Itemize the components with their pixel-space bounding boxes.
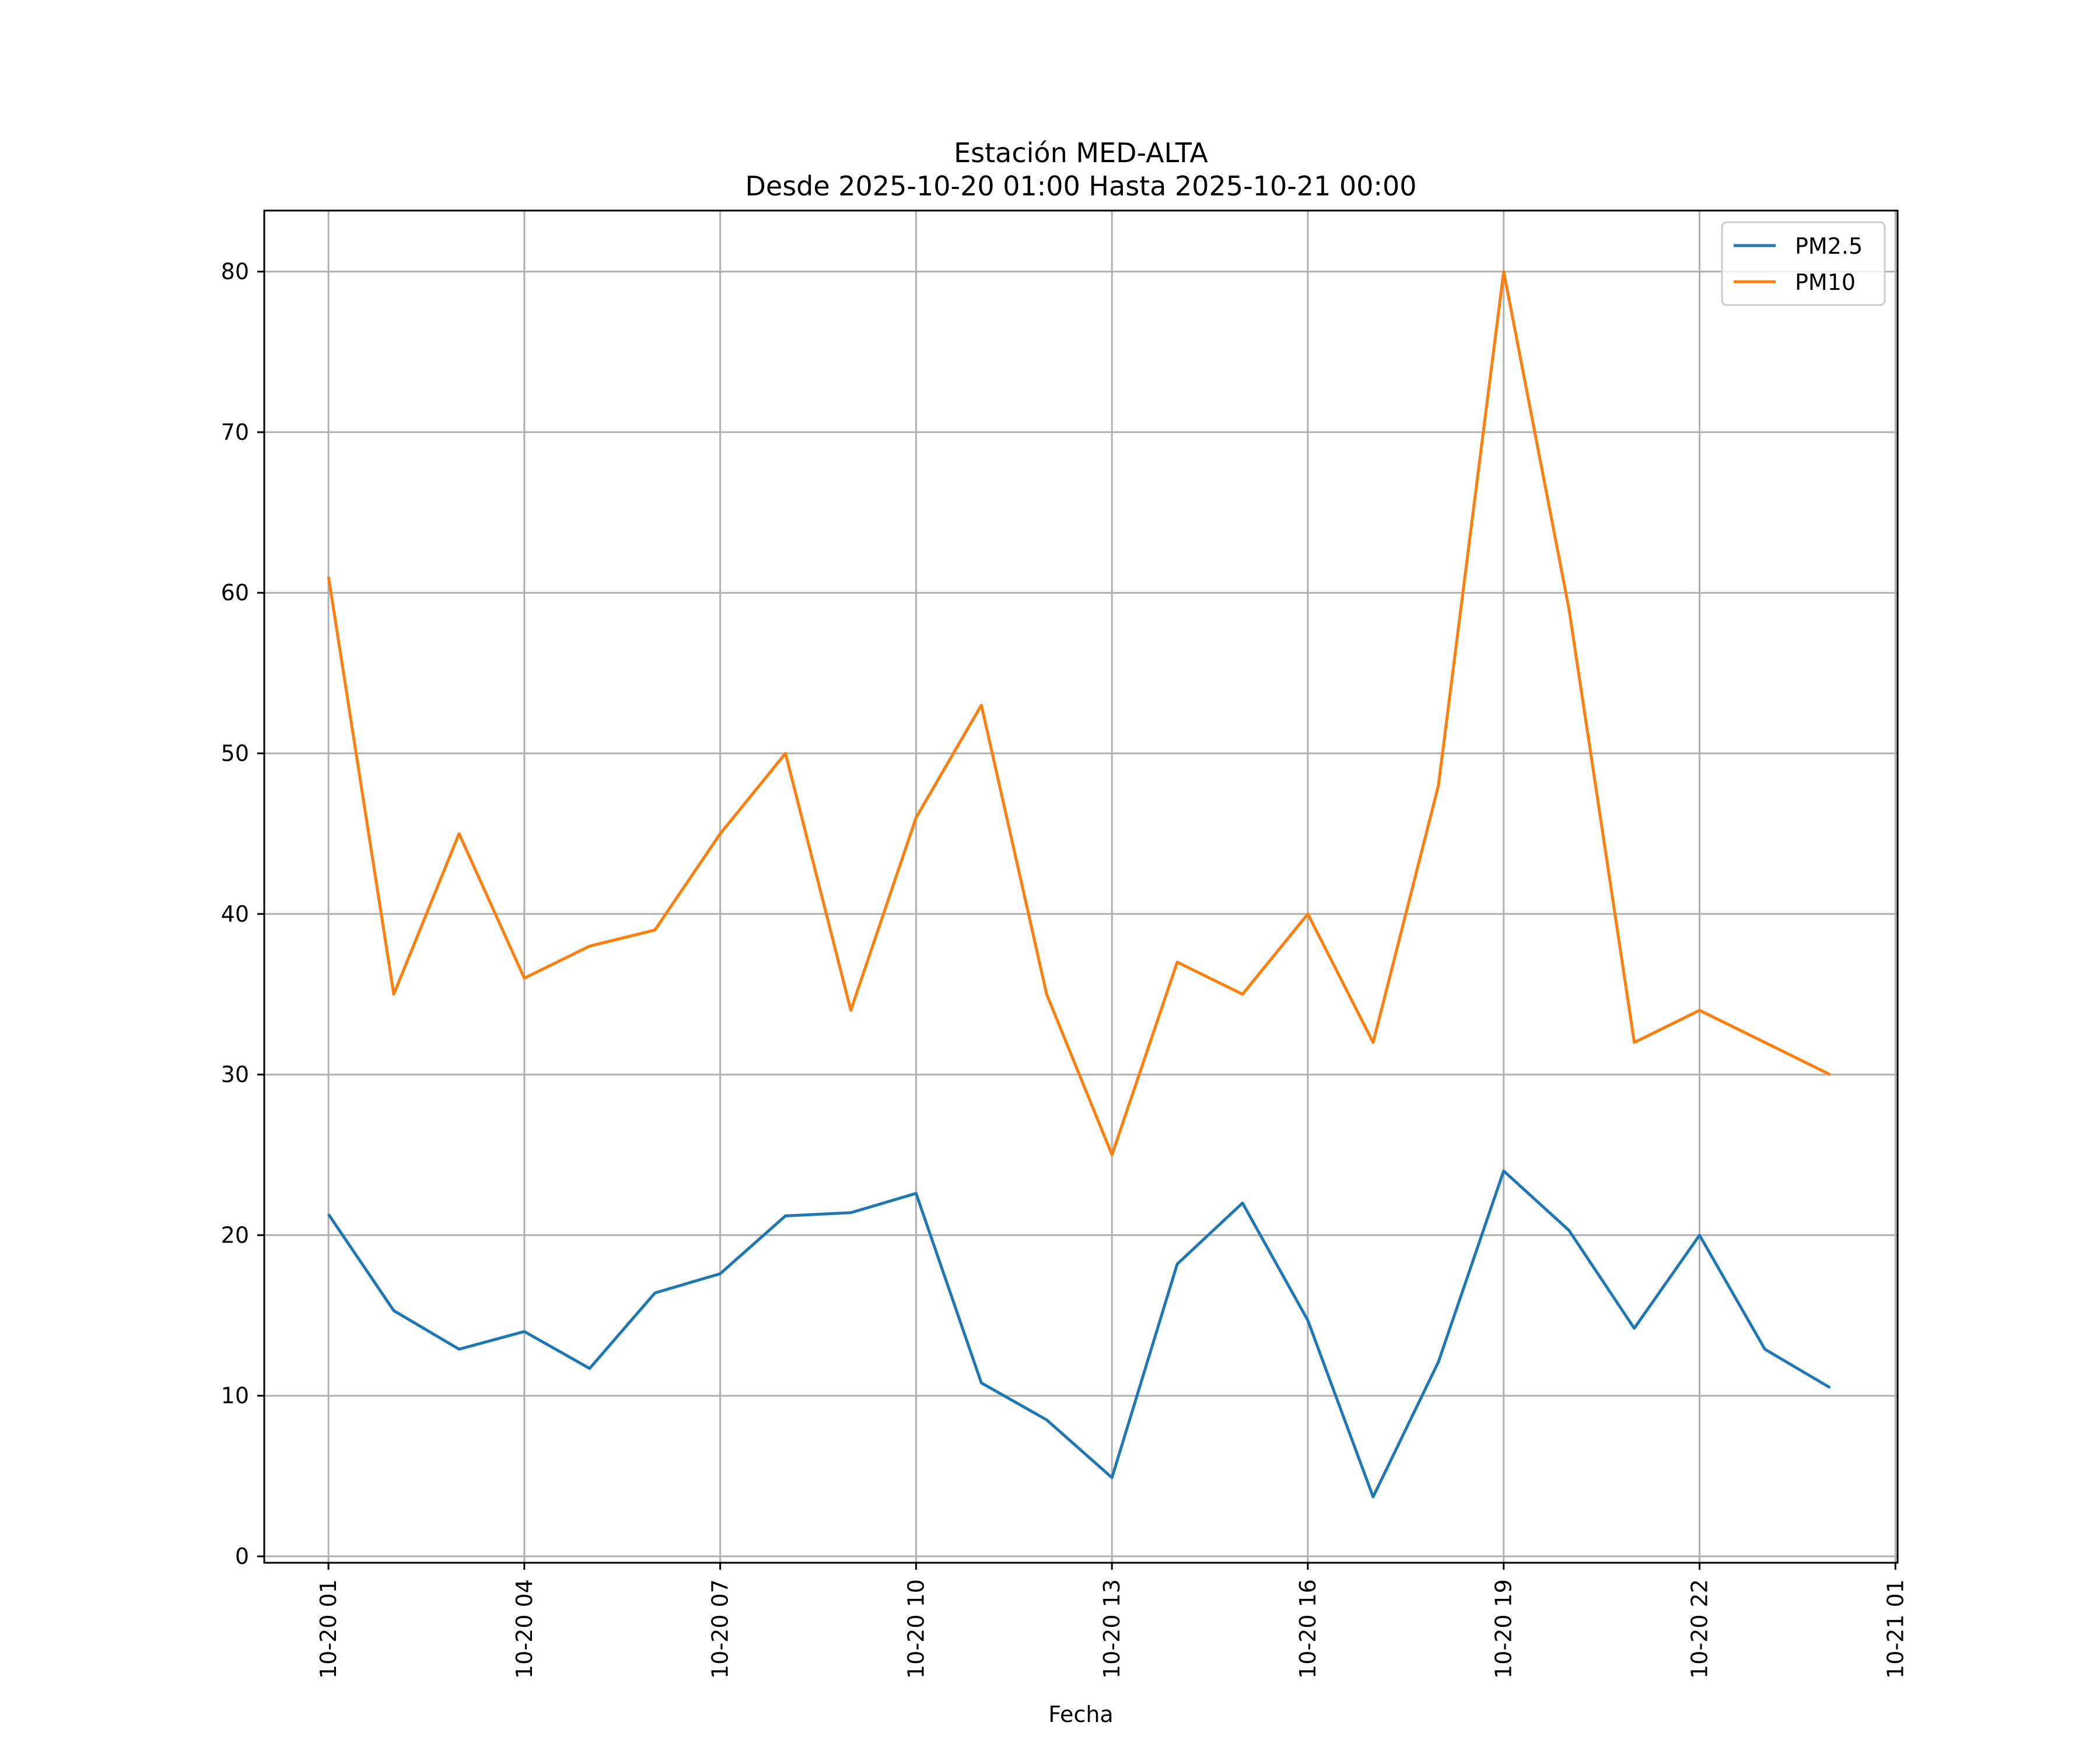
chart-subtitle: Desde 2025-10-20 01:00 Hasta 2025-10-21 … [745,170,1416,202]
x-tick-label: 10-20 16 [1295,1579,1321,1679]
y-axis-ticks: 0 10 20 30 40 50 60 70 80 [221,259,264,1569]
legend-label: PM10 [1795,270,1856,295]
y-tick-label: 60 [221,580,249,606]
y-tick-label: 20 [221,1222,249,1248]
plot-frame [263,209,1899,1564]
series-line-pm10 [327,270,1831,1157]
x-tick-label: 10-21 01 [1882,1579,1908,1679]
series-line-pm25 [327,1169,1831,1499]
y-tick-label: 80 [221,259,249,285]
x-tick-label: 10-20 19 [1491,1579,1517,1679]
y-tick-label: 0 [235,1544,249,1569]
y-tick-label: 50 [221,741,249,766]
legend-label: PM2.5 [1795,233,1863,259]
x-tick-label: 10-20 10 [903,1579,929,1679]
x-tick-label: 10-20 01 [316,1579,341,1679]
x-tick-label: 10-20 22 [1686,1579,1712,1679]
y-tick-label: 10 [221,1383,249,1409]
x-axis-label: Fecha [1048,1702,1113,1727]
series-lines [327,270,1831,1499]
chart-title: Estación MED-ALTA [954,137,1208,169]
grid-lines [264,211,1898,1563]
legend: PM2.5 PM10 [1721,221,1886,306]
y-tick-label: 30 [221,1062,249,1087]
legend-box [1721,221,1886,306]
x-tick-label: 10-20 13 [1099,1579,1125,1679]
y-tick-label: 70 [221,419,249,445]
x-axis-ticks: 10-20 01 10-20 04 10-20 07 10-20 10 10-20 13… [316,1563,1908,1679]
y-tick-label: 40 [221,901,249,927]
x-tick-label: 10-20 07 [708,1579,733,1679]
x-tick-label: 10-20 04 [512,1579,537,1679]
